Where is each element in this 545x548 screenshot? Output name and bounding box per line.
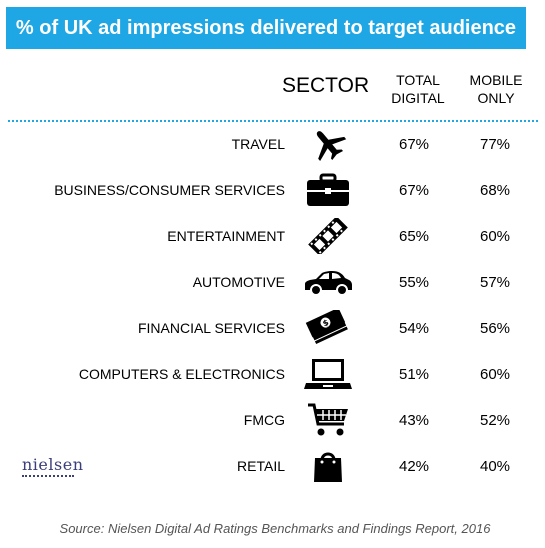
header-divider xyxy=(8,120,538,122)
mobile-only-value: 60% xyxy=(479,366,511,383)
total-digital-value: 65% xyxy=(398,228,430,245)
total-digital-value: 54% xyxy=(398,320,430,337)
mobile-only-header-line-1: MOBILE xyxy=(469,72,523,88)
total-digital-value: 67% xyxy=(398,182,430,199)
airplane-icon xyxy=(302,126,354,162)
laptop-icon xyxy=(302,356,354,392)
table-row: TRAVEL 67% 77% xyxy=(0,124,545,164)
sector-label: BUSINESS/CONSUMER SERVICES xyxy=(54,182,285,198)
mobile-only-value: 60% xyxy=(479,228,511,245)
sector-label: COMPUTERS & ELECTRONICS xyxy=(78,366,285,382)
nielsen-logo-text: nielsen xyxy=(22,455,84,474)
car-icon xyxy=(302,264,354,300)
table-row: FINANCIAL SERVICES $54% 56% xyxy=(0,308,545,348)
mobile-only-column-header: MOBILE ONLY xyxy=(456,71,536,107)
table-row: BUSINESS/CONSUMER SERVICES 67% 68% xyxy=(0,170,545,210)
svg-text:$: $ xyxy=(321,318,330,329)
sector-label: AUTOMOTIVE xyxy=(192,274,285,290)
total-digital-header-line-2: DIGITAL xyxy=(391,90,445,106)
chart-title: % of UK ad impressions delivered to targ… xyxy=(6,7,526,49)
sector-label: FINANCIAL SERVICES xyxy=(137,320,285,336)
money-stack-icon: $ xyxy=(302,310,354,346)
sector-label: TRAVEL xyxy=(231,136,285,152)
sector-label: ENTERTAINMENT xyxy=(167,228,285,244)
nielsen-logo: nielsen xyxy=(22,455,84,480)
table-row: AUTOMOTIVE 55% 57% xyxy=(0,262,545,302)
total-digital-value: 51% xyxy=(398,366,430,383)
table-row: FMCG 43% 52% xyxy=(0,400,545,440)
total-digital-value: 55% xyxy=(398,274,430,291)
table-row: COMPUTERS & ELECTRONICS 51% 60% xyxy=(0,354,545,394)
sector-label: FMCG xyxy=(243,412,285,428)
total-digital-value: 43% xyxy=(398,412,430,429)
mobile-only-value: 77% xyxy=(479,136,511,153)
table-row: ENTERTAINMENT 65% 60% xyxy=(0,216,545,256)
source-note: Source: Nielsen Digital Ad Ratings Bench… xyxy=(59,521,491,536)
nielsen-logo-dots xyxy=(22,475,74,480)
sector-column-header: SECTOR xyxy=(282,74,370,97)
film-strip-icon xyxy=(302,218,354,254)
mobile-only-value: 68% xyxy=(479,182,511,199)
sector-label: RETAIL xyxy=(237,458,285,474)
mobile-only-value: 56% xyxy=(479,320,511,337)
briefcase-icon xyxy=(302,172,354,208)
mobile-only-value: 40% xyxy=(479,458,511,475)
total-digital-header-line-1: TOTAL xyxy=(396,72,440,88)
mobile-only-value: 52% xyxy=(479,412,511,429)
table-row: RETAIL 42% 40% xyxy=(0,446,545,486)
shopping-cart-icon xyxy=(302,402,354,438)
mobile-only-header-line-2: ONLY xyxy=(477,90,515,106)
mobile-only-value: 57% xyxy=(479,274,511,291)
total-digital-value: 67% xyxy=(398,136,430,153)
total-digital-value: 42% xyxy=(398,458,430,475)
shopping-bag-icon xyxy=(302,448,354,484)
total-digital-column-header: TOTAL DIGITAL xyxy=(378,71,458,107)
